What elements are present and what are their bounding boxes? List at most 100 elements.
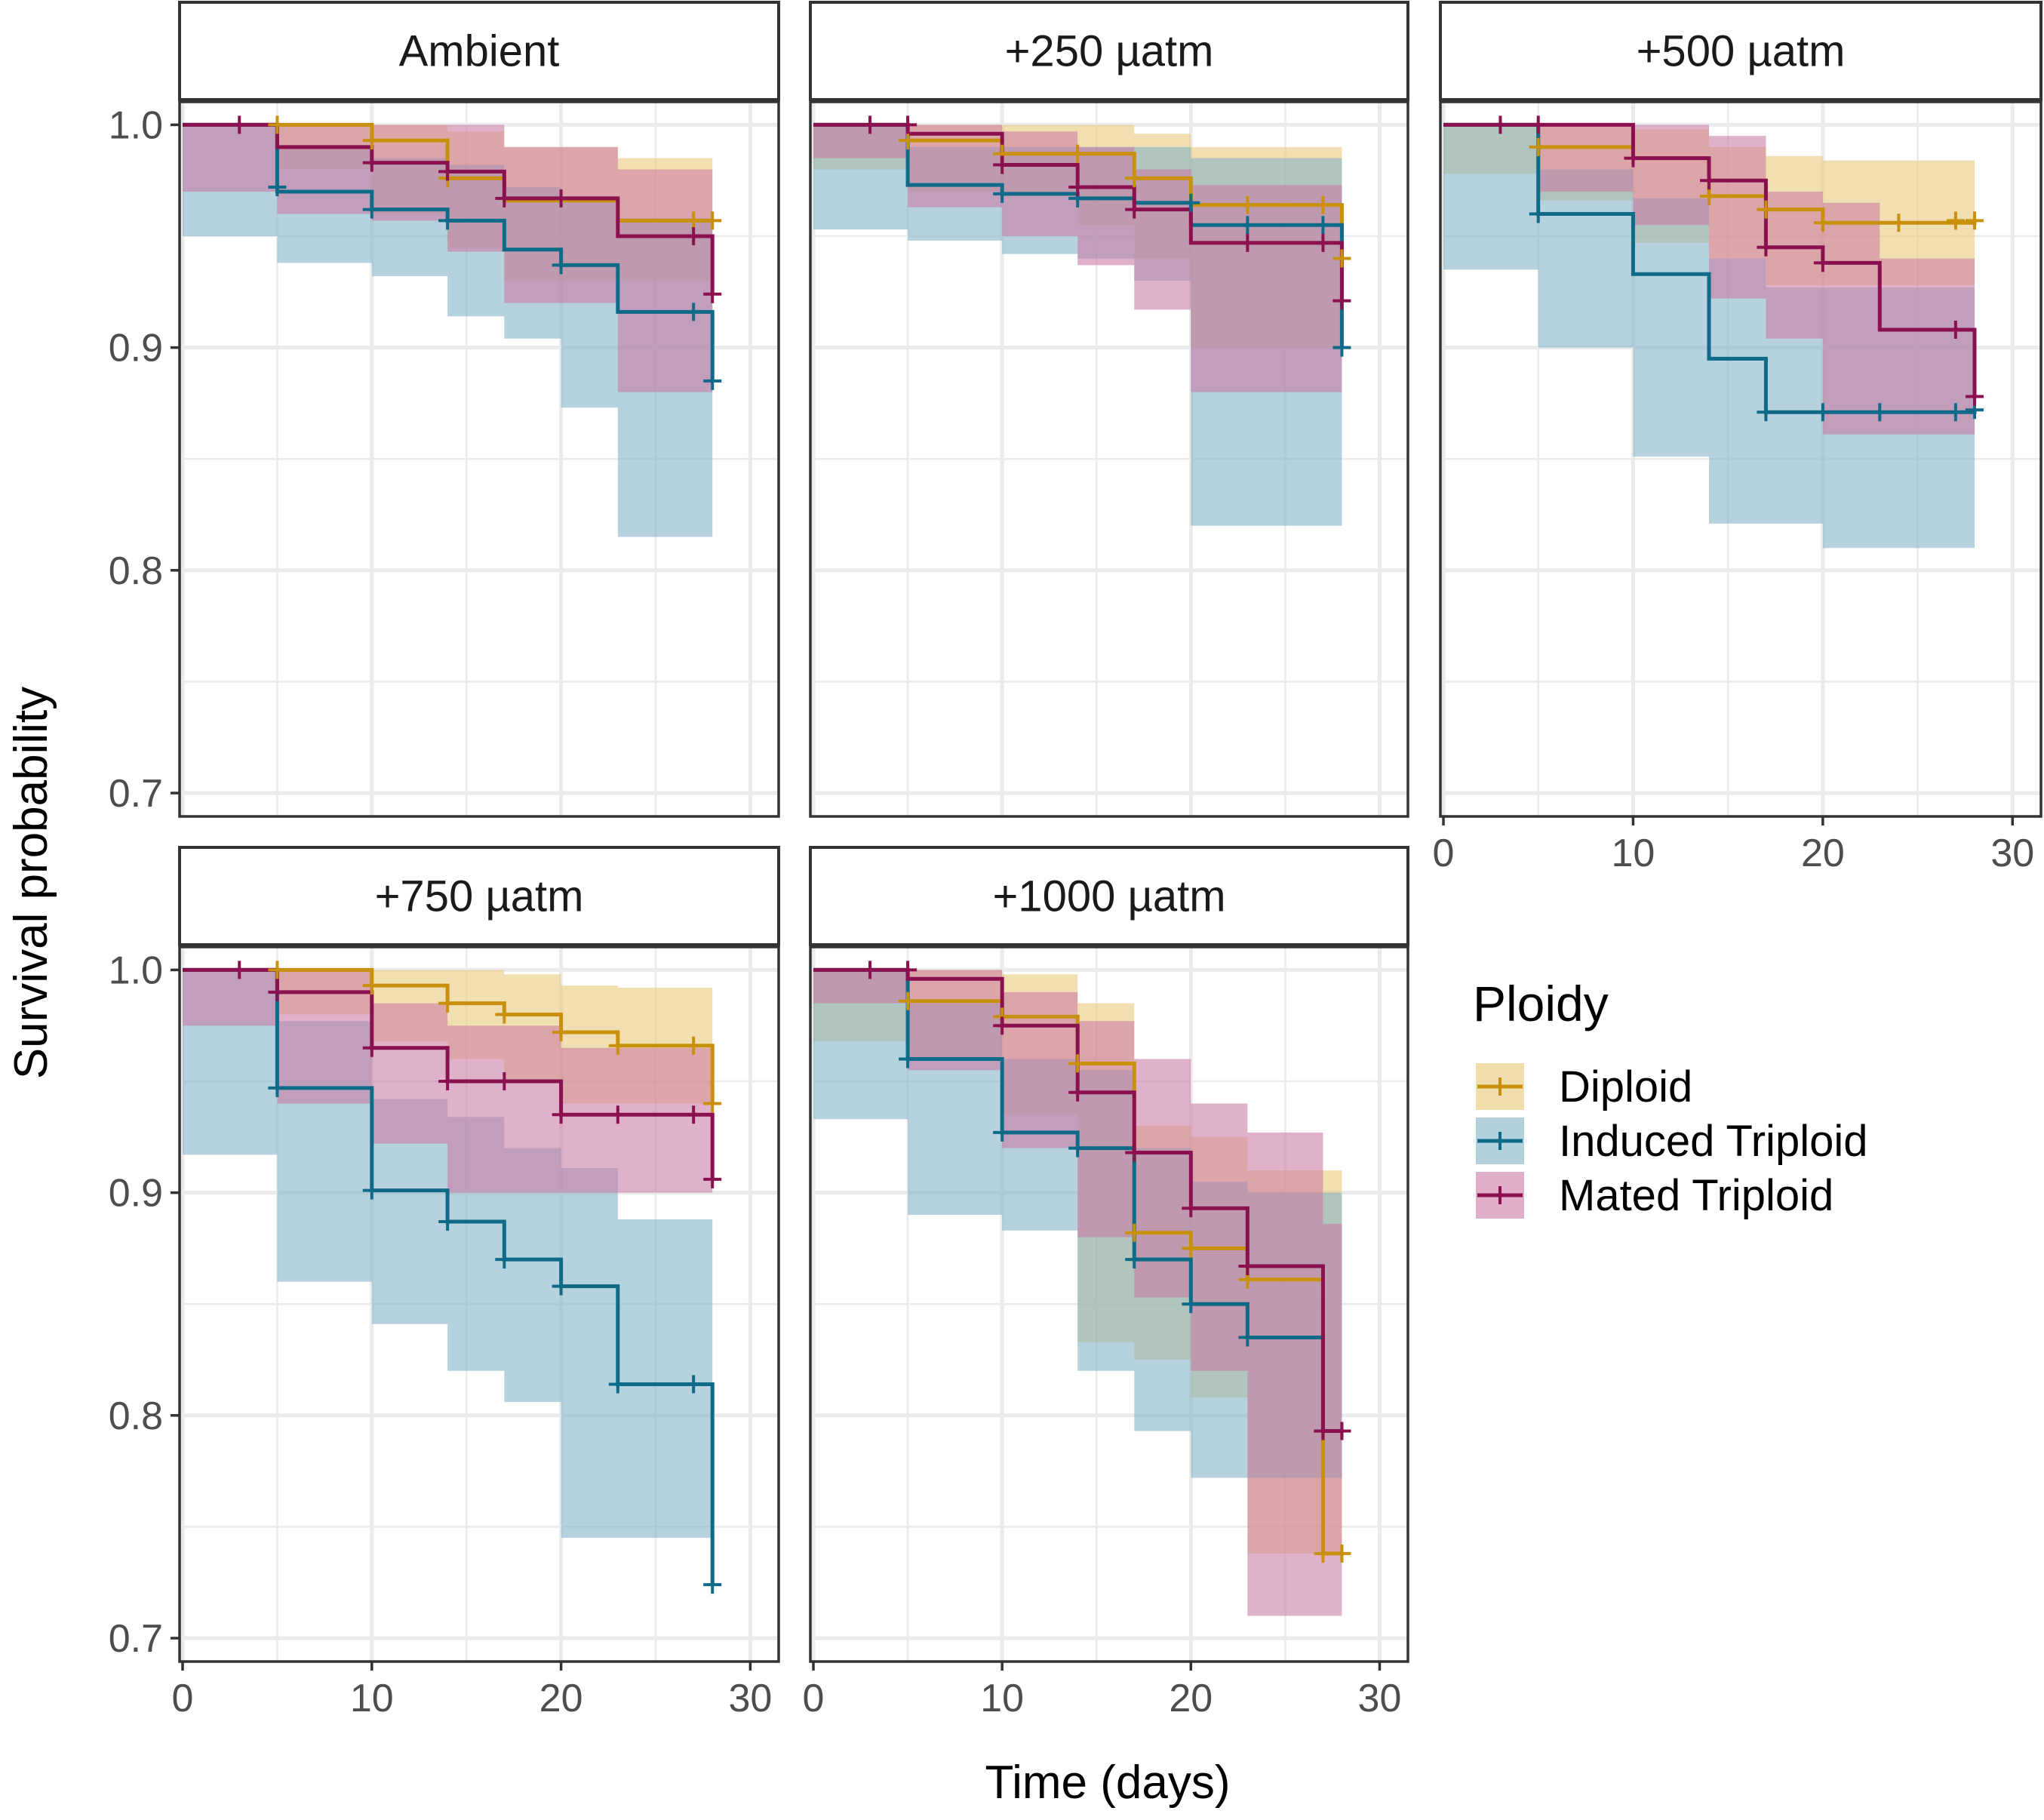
- y-axis-title: Survival probability: [5, 687, 57, 1079]
- censor-mark-induced-triploid: [362, 200, 381, 219]
- censor-mark-diploid: [899, 131, 917, 150]
- legend-key-censor: [1491, 1078, 1509, 1096]
- censor-mark-mated-triploid: [899, 115, 917, 134]
- y-axis: 0.7 0.8 0.9 1.0: [109, 948, 180, 1661]
- facet-strip: +500 µatm: [1439, 1, 2042, 101]
- censor-mark-mated-triploid: [552, 189, 570, 208]
- censor-mark-mated-triploid: [1757, 238, 1775, 257]
- censor-mark-mated-triploid: [861, 961, 880, 979]
- censor-mark-mated-triploid: [438, 1072, 457, 1091]
- x-tick-label: 10: [1612, 832, 1655, 875]
- x-tick-label: 20: [539, 1677, 583, 1720]
- y-axis: 0.7 0.8 0.9 1.0: [109, 103, 180, 816]
- censor-mark-mated-triploid: [703, 284, 722, 303]
- panel-border: [809, 100, 1409, 818]
- y-tick-label: 0.9: [109, 1172, 163, 1216]
- censor-mark-induced-triploid: [993, 184, 1012, 203]
- survival-line-induced-triploid: [183, 967, 715, 1585]
- y-tick-label: 0.9: [109, 327, 163, 370]
- censor-mark-mated-triploid: [1068, 178, 1087, 197]
- censor-mark-mated-triploid: [608, 1105, 627, 1124]
- censor-mark-induced-triploid: [703, 1576, 722, 1594]
- legend-key-censor: [1491, 1186, 1509, 1204]
- censor-mark-mated-triploid: [1182, 1199, 1200, 1218]
- facet-panel-750-atm: +750 µatm 0.7 0.8 0.9 1.0 0 10 20 30: [109, 846, 780, 1720]
- x-tick-label: 30: [1358, 1677, 1402, 1720]
- legend-item-mated-triploid: Mated Triploid: [1476, 1171, 1833, 1220]
- censor-mark-induced-triploid: [552, 1277, 570, 1296]
- facet-strip-label: +750 µatm: [375, 872, 584, 921]
- censor-mark-mated-triploid: [552, 1105, 570, 1124]
- censor-mark-diploid: [1314, 195, 1332, 214]
- censor-mark-diploid: [1966, 211, 1984, 230]
- censor-mark-mated-triploid: [1125, 200, 1144, 219]
- facet-strip-box: [178, 846, 780, 946]
- y-tick-label: 0.8: [109, 1394, 163, 1438]
- censor-mark-diploid: [1332, 249, 1351, 268]
- x-tick-label: 0: [172, 1677, 194, 1720]
- censor-mark-diploid: [1125, 1223, 1144, 1242]
- censor-mark-induced-triploid: [362, 1181, 381, 1200]
- y-tick-label: 0.7: [109, 772, 163, 816]
- censor-mark-mated-triploid: [993, 1016, 1012, 1035]
- legend-items: Diploid Induced Triploid Mated Triploid: [1476, 1062, 1867, 1220]
- facet-strip: +250 µatm: [809, 1, 1409, 101]
- censor-mark-mated-triploid: [684, 1105, 703, 1124]
- facet-strip-box: [809, 846, 1409, 946]
- facet-panel-1000-atm: +1000 µatm 0 10 20 30: [803, 846, 1409, 1720]
- censor-mark-induced-triploid: [1182, 1295, 1200, 1314]
- legend-label: Induced Triploid: [1559, 1117, 1867, 1166]
- facet-strip-label: +500 µatm: [1637, 27, 1846, 76]
- facet-panels: Ambient 0.7 0.8 0.9 1.0 +250 µatm +500 µatm 0 10…: [109, 1, 2042, 1720]
- panel-border: [809, 945, 1409, 1663]
- censor-mark-induced-triploid: [268, 1078, 287, 1097]
- censor-mark-diploid: [268, 961, 287, 979]
- censor-mark-induced-triploid: [993, 1123, 1012, 1142]
- censor-mark-induced-triploid: [268, 178, 287, 197]
- censor-mark-diploid: [268, 115, 287, 134]
- censor-mark-diploid: [1529, 137, 1548, 156]
- x-tick-label: 30: [1990, 832, 2034, 875]
- legend-item-diploid: Diploid: [1476, 1062, 1692, 1111]
- legend-key-censor: [1491, 1132, 1509, 1150]
- censor-mark-diploid: [703, 1094, 722, 1113]
- facet-panel-500-atm: +500 µatm 0 10 20 30: [1433, 1, 2042, 875]
- censor-mark-mated-triploid: [1314, 1422, 1332, 1440]
- censor-mark-induced-triploid: [684, 1375, 703, 1394]
- censor-mark-mated-triploid: [1966, 387, 1984, 406]
- censor-mark-induced-triploid: [1757, 403, 1775, 422]
- ci-band-induced-triploid: [183, 970, 713, 1539]
- ci-band-mated-triploid: [813, 125, 1342, 392]
- panel-border: [178, 100, 780, 818]
- censor-mark-mated-triploid: [1700, 171, 1719, 190]
- x-tick-label: 0: [1433, 832, 1455, 875]
- censor-marks: [861, 961, 1351, 1563]
- censor-mark-mated-triploid: [1529, 115, 1548, 134]
- censor-mark-mated-triploid: [230, 115, 249, 134]
- censor-mark-mated-triploid: [899, 961, 917, 979]
- censor-mark-induced-triploid: [1238, 1328, 1257, 1347]
- censor-mark-mated-triploid: [1332, 291, 1351, 310]
- censor-mark-diploid: [1238, 195, 1257, 214]
- censor-mark-mated-triploid: [230, 961, 249, 979]
- censor-mark-diploid: [703, 211, 722, 230]
- censor-mark-mated-triploid: [861, 115, 880, 134]
- facet-strip-box: [178, 1, 780, 101]
- censor-mark-mated-triploid: [1068, 1083, 1087, 1102]
- x-tick-label: 0: [803, 1677, 825, 1720]
- censor-mark-diploid: [362, 976, 381, 995]
- censor-mark-diploid: [1068, 1054, 1087, 1073]
- censor-mark-mated-triploid: [1332, 1422, 1351, 1440]
- confidence-bands: [813, 970, 1342, 1616]
- facet-strip-box: [809, 1, 1409, 101]
- censor-mark-mated-triploid: [1491, 115, 1510, 134]
- legend: Ploidy Diploid Induced Triploid Mated Trip…: [1473, 976, 1867, 1220]
- censor-mark-induced-triploid: [1870, 403, 1889, 422]
- censor-mark-mated-triploid: [1813, 254, 1832, 272]
- x-tick-label: 20: [1169, 1677, 1213, 1720]
- censor-marks: [1491, 115, 1984, 422]
- censor-mark-mated-triploid: [362, 153, 381, 172]
- x-axis: 0 10 20 30: [803, 1662, 1402, 1720]
- facet-strip-box: [1439, 1, 2042, 101]
- censor-mark-induced-triploid: [1314, 216, 1332, 235]
